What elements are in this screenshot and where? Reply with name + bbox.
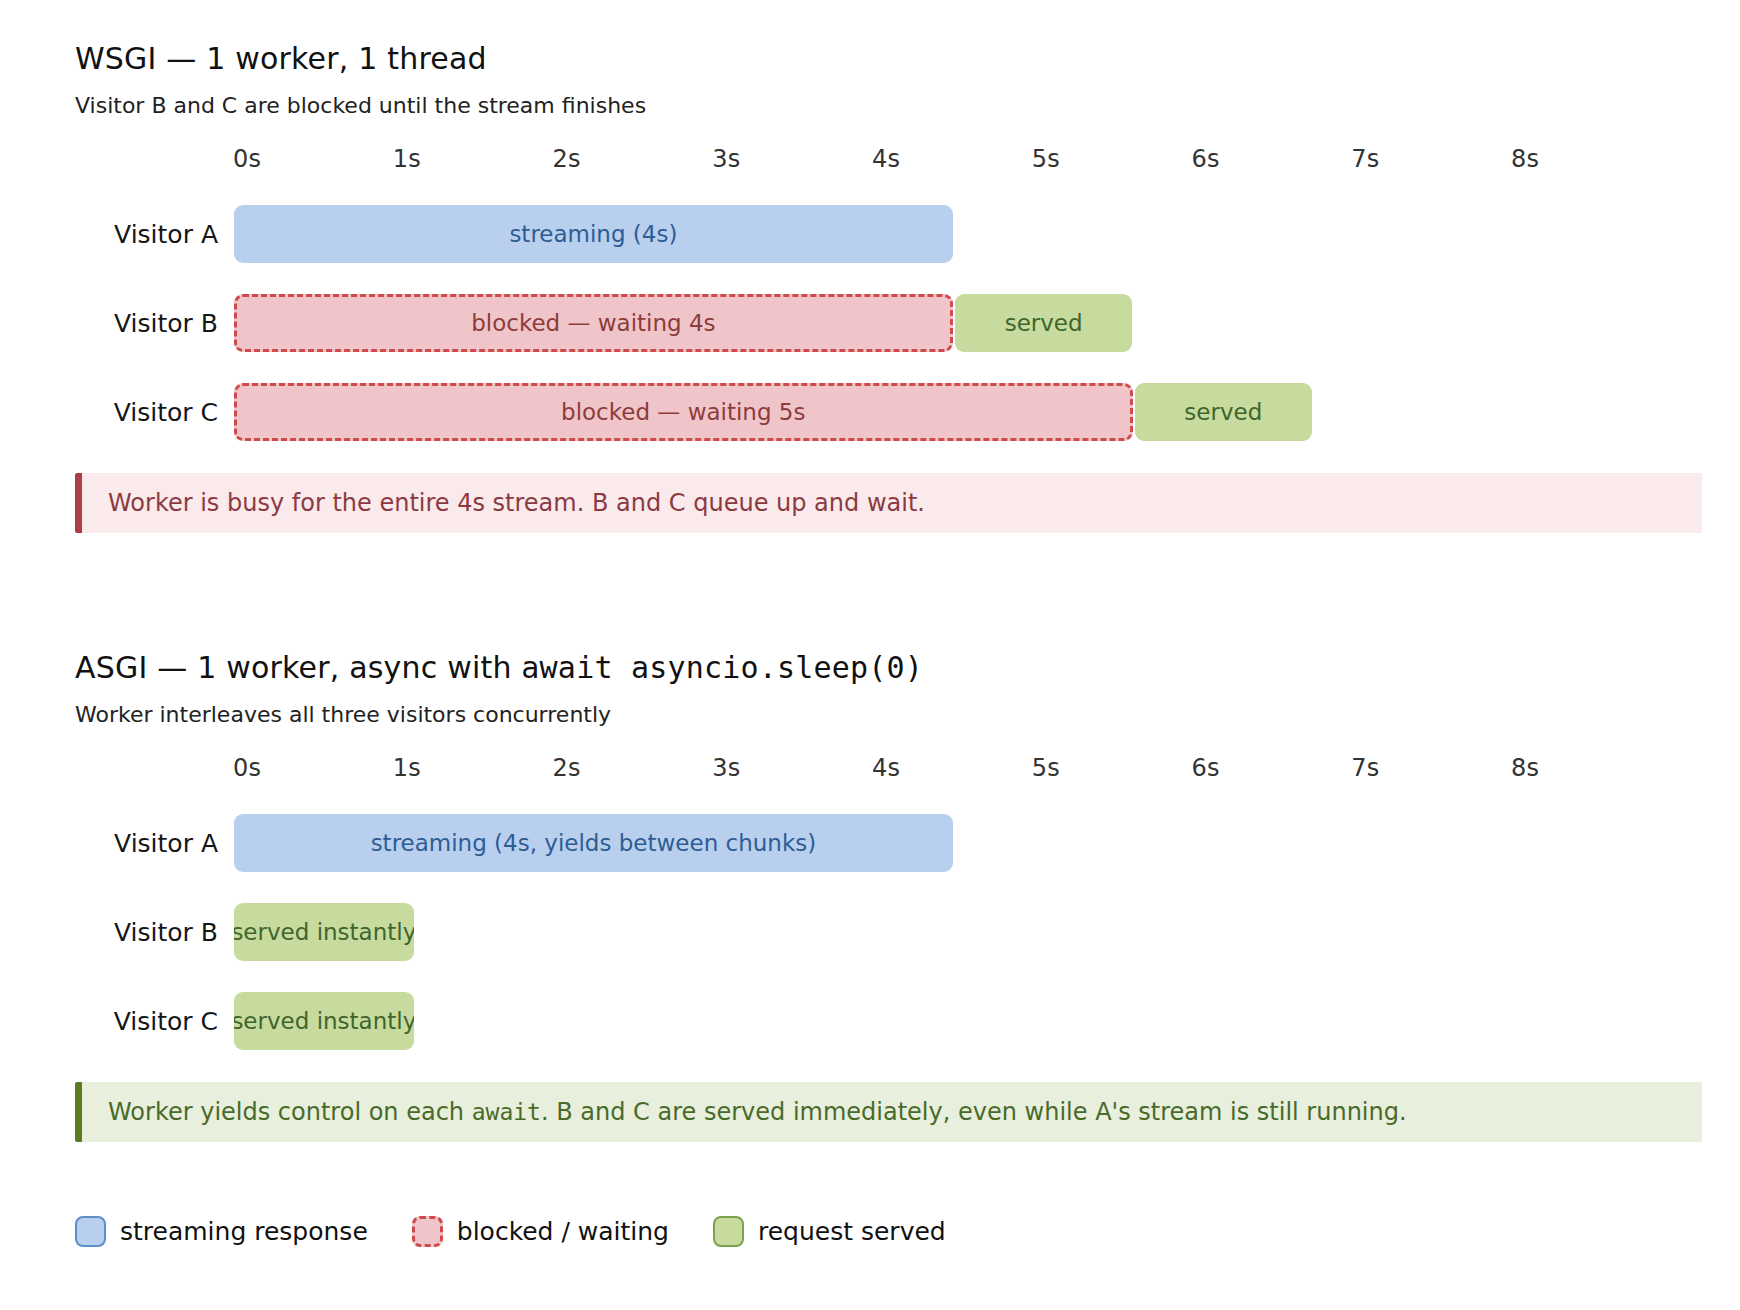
callout: Worker yields control on each await. B a… [75, 1082, 1702, 1142]
served-swatch-icon [713, 1216, 744, 1247]
callout-text: . B and C are served immediately, even w… [541, 1098, 1407, 1126]
callout-text: Worker yields control on each [108, 1098, 472, 1126]
legend-item-streaming: streaming response [75, 1216, 368, 1247]
axis-tick: 8s [1511, 145, 1539, 173]
axis-tick: 2s [553, 754, 581, 782]
legend-item-blocked: blocked / waiting [412, 1216, 669, 1247]
bar-served: served [955, 294, 1133, 352]
axis-tick: 1s [393, 754, 421, 782]
row-label: Visitor C [75, 398, 218, 427]
row-label: Visitor A [75, 220, 218, 249]
streaming-swatch-icon [75, 1216, 106, 1247]
bar-streaming: streaming (4s) [234, 205, 953, 263]
axis-tick: 4s [872, 145, 900, 173]
timeline-row: Visitor C blocked — waiting 5sserved [75, 383, 1740, 441]
callout: Worker is busy for the entire 4s stream.… [75, 473, 1702, 533]
section-title: WSGI — 1 worker, 1 thread [75, 40, 1740, 78]
time-axis: 0s 1s 2s 3s 4s 5s 6s 7s 8s [234, 754, 1740, 786]
legend-item-served: request served [713, 1216, 946, 1247]
timeline-row: Visitor A streaming (4s) [75, 205, 1740, 263]
section-title-text: WSGI — 1 worker, 1 thread [75, 41, 487, 76]
bar-served: served [1135, 383, 1313, 441]
bar-area: served instantly [234, 992, 1740, 1050]
axis-tick: 3s [712, 754, 740, 782]
row-label: Visitor B [75, 309, 218, 338]
blocked-swatch-icon [412, 1216, 443, 1247]
timeline-row: Visitor B blocked — waiting 4sserved [75, 294, 1740, 352]
axis-tick: 7s [1351, 145, 1379, 173]
bar-served: served instantly [234, 992, 414, 1050]
axis-tick: 0s [233, 145, 261, 173]
time-axis: 0s 1s 2s 3s 4s 5s 6s 7s 8s [234, 145, 1740, 177]
timeline-row: Visitor B served instantly [75, 903, 1740, 961]
timeline-row: Visitor A streaming (4s, yields between c… [75, 814, 1740, 872]
chart-rows: Visitor A streaming (4s) Visitor B blocked … [75, 205, 1740, 441]
row-label: Visitor C [75, 1007, 218, 1036]
axis-tick: 7s [1351, 754, 1379, 782]
bar-area: streaming (4s) [234, 205, 1740, 263]
section-title-code: await asyncio.sleep(0) [521, 650, 923, 685]
row-label: Visitor B [75, 918, 218, 947]
bar-area: served instantly [234, 903, 1740, 961]
axis-tick: 4s [872, 754, 900, 782]
bar-blocked: blocked — waiting 4s [234, 294, 953, 352]
bar-area: blocked — waiting 5sserved [234, 383, 1740, 441]
bar-area: streaming (4s, yields between chunks) [234, 814, 1740, 872]
axis-tick: 2s [553, 145, 581, 173]
page: WSGI — 1 worker, 1 thread Visitor B and … [0, 0, 1740, 1247]
axis-tick: 3s [712, 145, 740, 173]
bar-area: blocked — waiting 4sserved [234, 294, 1740, 352]
callout-code: await [472, 1099, 541, 1125]
bar-streaming: streaming (4s, yields between chunks) [234, 814, 953, 872]
axis-tick: 5s [1032, 754, 1060, 782]
row-label: Visitor A [75, 829, 218, 858]
wsgi-section: WSGI — 1 worker, 1 thread Visitor B and … [75, 40, 1740, 533]
axis-tick: 1s [393, 145, 421, 173]
section-subtitle: Worker interleaves all three visitors co… [75, 700, 1740, 730]
section-title: ASGI — 1 worker, async with await asynci… [75, 649, 1740, 687]
legend-label: streaming response [120, 1217, 368, 1246]
legend: streaming response blocked / waiting reque… [75, 1216, 1740, 1247]
timeline-row: Visitor C served instantly [75, 992, 1740, 1050]
chart-rows: Visitor A streaming (4s, yields between c… [75, 814, 1740, 1050]
timeline-chart: 0s 1s 2s 3s 4s 5s 6s 7s 8s Visitor A streaming (4… [75, 145, 1740, 441]
callout-text: Worker is busy for the entire 4s stream.… [108, 489, 925, 517]
axis-tick: 0s [233, 754, 261, 782]
axis-tick: 8s [1511, 754, 1539, 782]
axis-tick: 5s [1032, 145, 1060, 173]
bar-served: served instantly [234, 903, 414, 961]
bar-blocked: blocked — waiting 5s [234, 383, 1133, 441]
asgi-section: ASGI — 1 worker, async with await asynci… [75, 649, 1740, 1142]
legend-label: blocked / waiting [457, 1217, 669, 1246]
axis-tick: 6s [1192, 145, 1220, 173]
section-title-text: ASGI — 1 worker, async with [75, 650, 521, 685]
axis-tick: 6s [1192, 754, 1220, 782]
section-subtitle: Visitor B and C are blocked until the st… [75, 91, 1740, 121]
legend-label: request served [758, 1217, 946, 1246]
timeline-chart: 0s 1s 2s 3s 4s 5s 6s 7s 8s Visitor A streaming (4… [75, 754, 1740, 1050]
